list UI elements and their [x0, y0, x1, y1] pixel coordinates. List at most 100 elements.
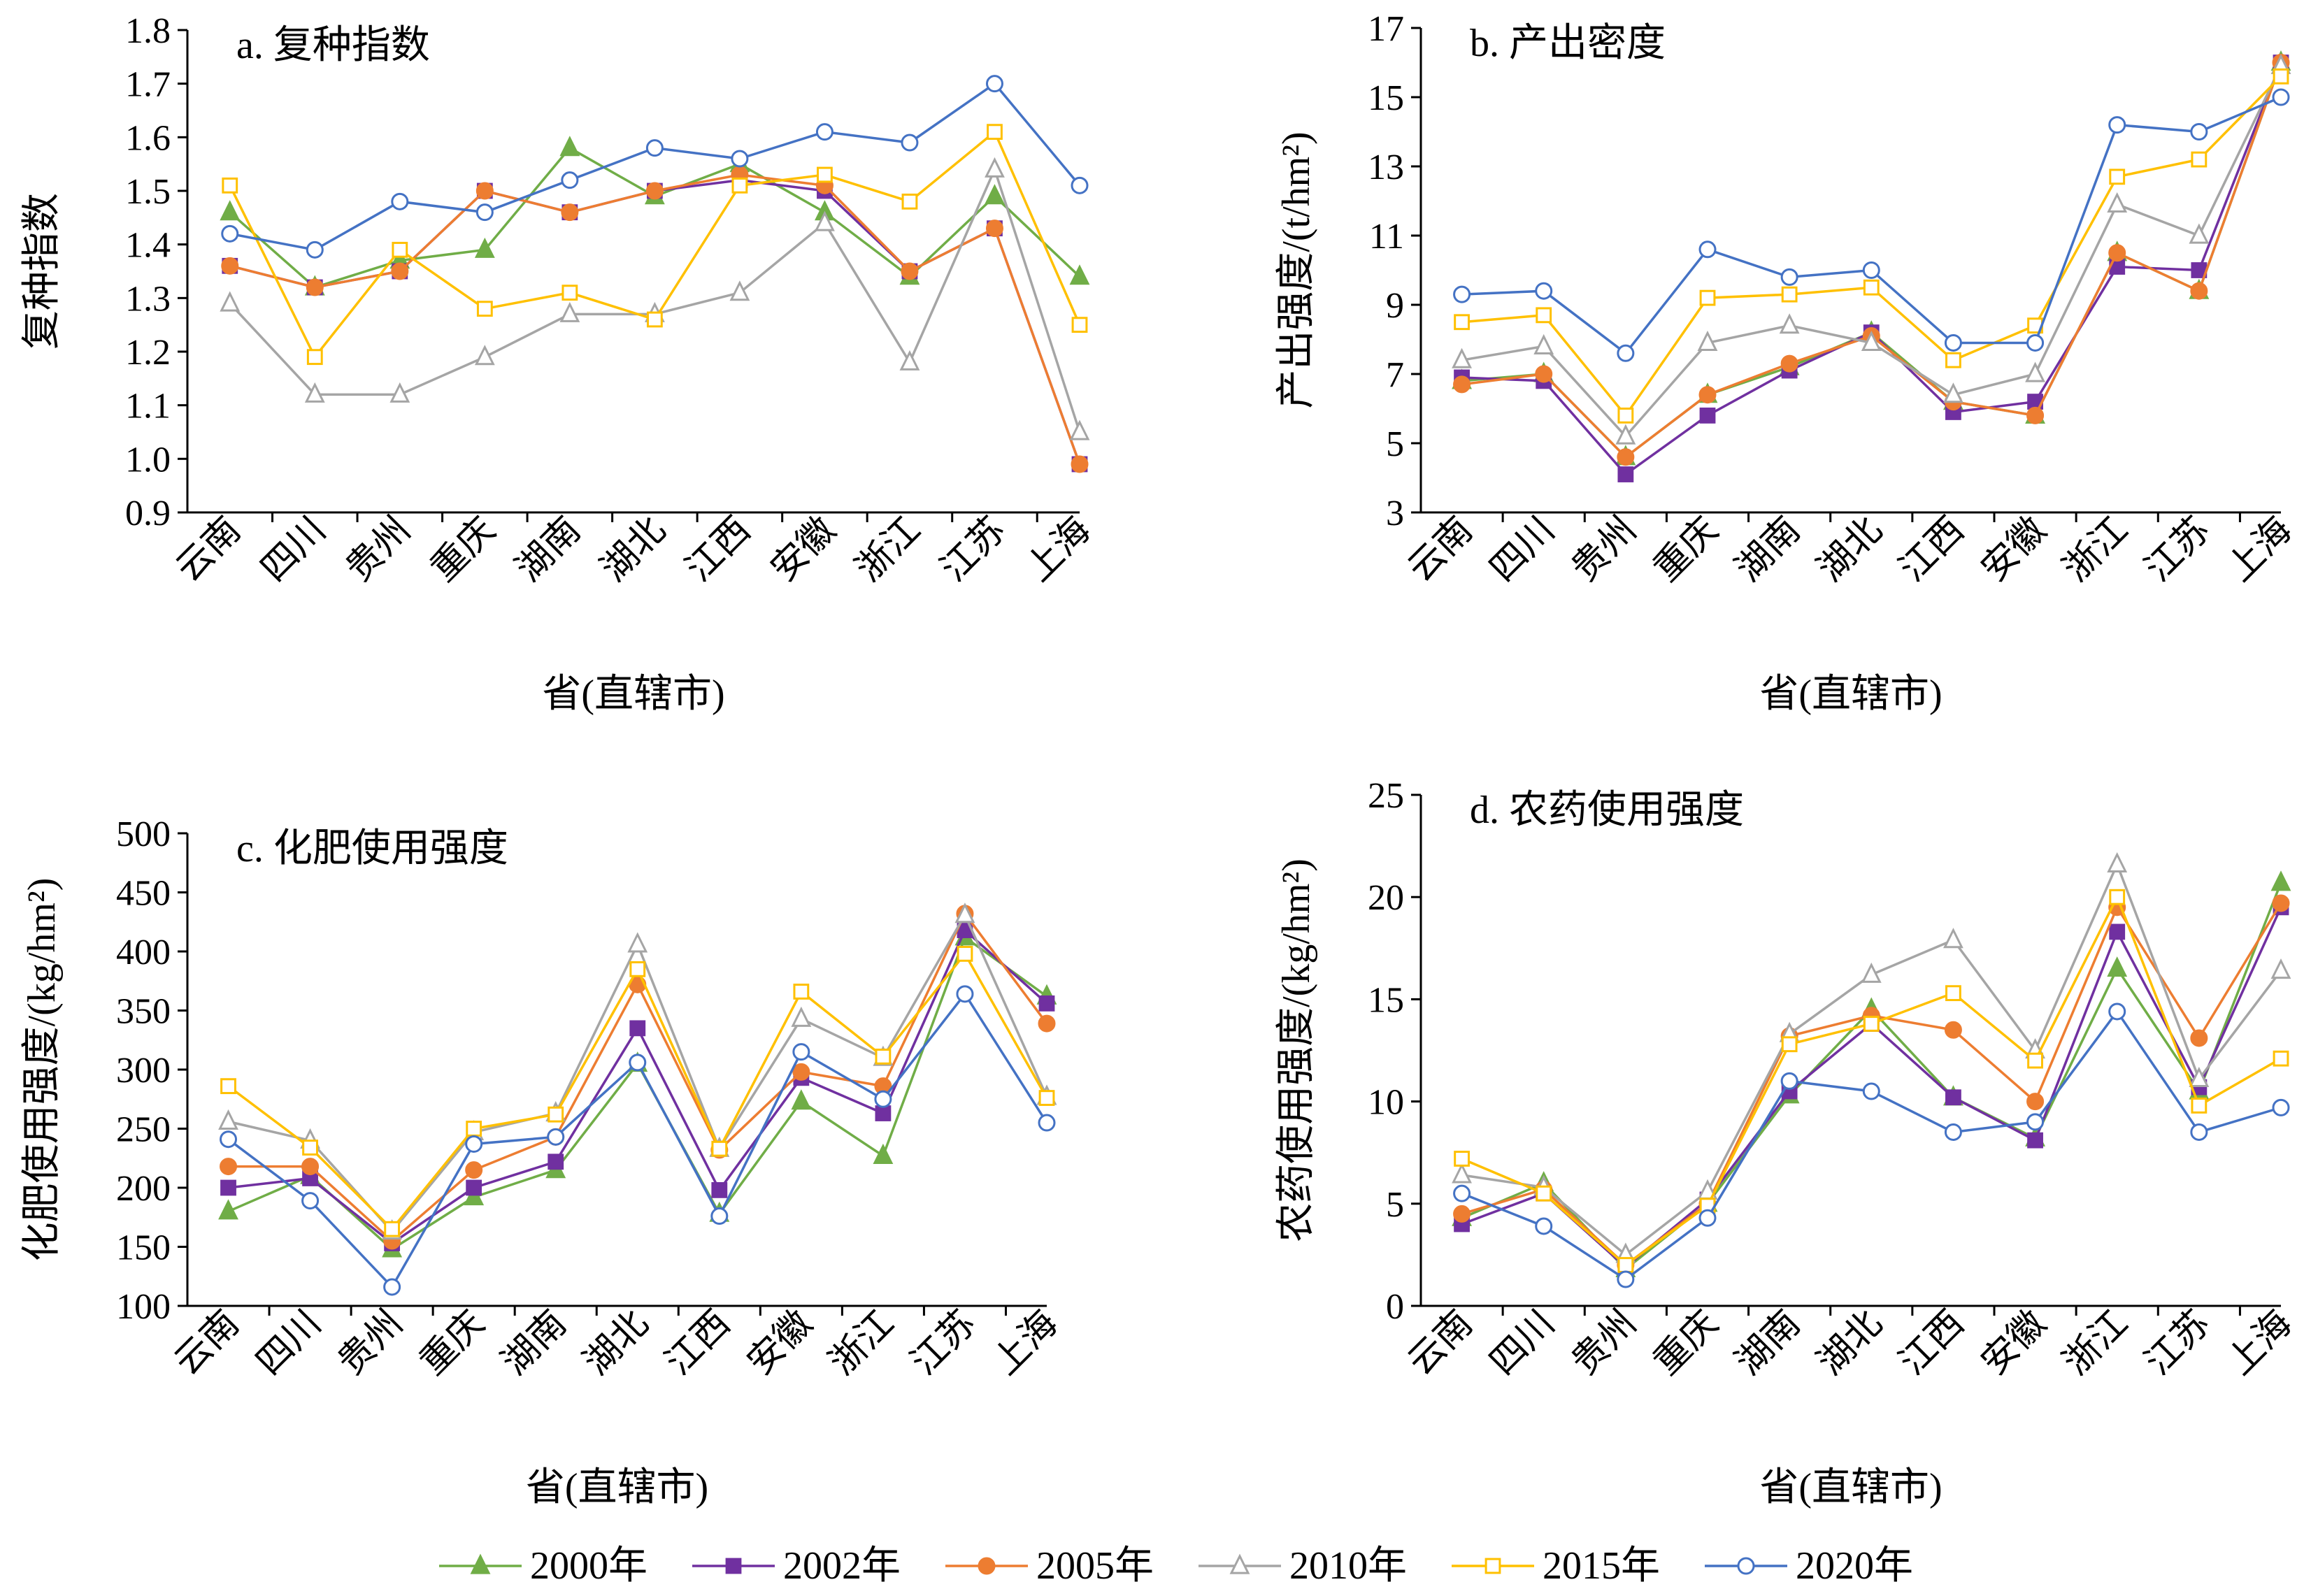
data-point — [301, 1158, 320, 1176]
x-tick-label: 湖北 — [594, 510, 673, 589]
data-point — [1698, 1209, 1717, 1227]
x-tick-label: 江西 — [1892, 510, 1972, 589]
data-point — [304, 382, 325, 403]
data-point — [1617, 466, 1634, 482]
y-tick-label: 13 — [1368, 148, 1404, 187]
data-point — [1535, 282, 1553, 300]
data-point — [220, 1130, 238, 1149]
data-point — [629, 1020, 646, 1037]
series-2020年 — [221, 75, 1089, 259]
data-point — [1863, 1016, 1880, 1032]
series-2020年 — [1453, 1002, 2290, 1288]
x-axis-label: 省(直辖市) — [542, 673, 724, 716]
legend-label: 2002年 — [783, 1544, 901, 1588]
data-point — [301, 1192, 320, 1210]
series-2015年 — [1454, 889, 2289, 1273]
data-point — [1944, 1021, 1962, 1039]
data-point — [1862, 1082, 1880, 1100]
series-2015年 — [1454, 68, 2289, 424]
data-point — [466, 1179, 482, 1196]
y-tick-label: 1.8 — [125, 11, 171, 51]
data-point — [1945, 352, 1961, 368]
data-point — [1780, 354, 1798, 373]
data-point — [2108, 116, 2126, 134]
series-line — [229, 166, 1081, 433]
x-tick-label: 四川 — [249, 1303, 329, 1383]
data-point — [1780, 268, 1798, 286]
y-axis-label: 产出强度/(t/hm²) — [1275, 131, 1318, 408]
y-tick-label: 1.3 — [125, 279, 171, 319]
legend-item: 2005年 — [945, 1544, 1154, 1588]
legend: 2000年 2002年 2005年 2010年 2015年 2020年 — [439, 1544, 1913, 1588]
data-point — [646, 311, 663, 328]
data-point — [306, 349, 323, 366]
y-tick-label: 3 — [1386, 494, 1404, 533]
data-point — [2191, 1098, 2208, 1114]
data-point — [1617, 448, 1635, 466]
x-tick-label: 安徽 — [740, 1303, 820, 1383]
data-point — [1781, 286, 1798, 303]
x-tick-label: 云南 — [169, 510, 248, 589]
x-tick-label: 四川 — [1482, 510, 1562, 589]
data-point — [2026, 406, 2045, 424]
data-point — [559, 301, 580, 322]
panel-title: c. 化肥使用强度 — [236, 827, 508, 870]
x-tick-label: 贵州 — [1564, 510, 1644, 589]
data-point — [2025, 361, 2045, 382]
data-point — [1069, 419, 1090, 440]
panel-b-output-density: 3 5 7 9 11 13 15 17 云南 四川 贵州 重庆 湖南 湖北 江西 安徽 浙江 江苏 上海 b. 产出密… — [1275, 9, 2299, 716]
data-point — [306, 240, 324, 259]
data-point — [221, 224, 239, 243]
x-tick-label: 湖南 — [508, 510, 588, 589]
legend-item: 2015年 — [1452, 1544, 1660, 1588]
data-point — [1536, 307, 1552, 324]
x-tick-label: 上海 — [2220, 510, 2300, 589]
data-point — [2026, 333, 2045, 352]
x-tick-label: 贵州 — [1564, 1303, 1644, 1383]
x-tick-label: 四川 — [254, 510, 334, 589]
legend-label: 2020年 — [1796, 1544, 1913, 1588]
series-2005年 — [1453, 54, 2290, 466]
series-2020年 — [1453, 88, 2290, 362]
data-point — [627, 932, 648, 953]
data-point — [1069, 264, 1090, 285]
data-point — [792, 1043, 810, 1061]
data-point — [474, 237, 495, 258]
data-point — [389, 382, 410, 403]
data-point — [474, 345, 495, 366]
x-tick-label: 江苏 — [2138, 1303, 2217, 1383]
series-2010年 — [1452, 53, 2291, 445]
y-tick-label: 25 — [1368, 776, 1404, 816]
data-point — [1615, 424, 1636, 445]
data-point — [956, 985, 974, 1003]
x-tick-label: 安徽 — [764, 510, 843, 589]
x-tick-label: 湖南 — [494, 1303, 574, 1383]
legend-item: 2002年 — [692, 1544, 901, 1588]
data-point — [1861, 962, 1882, 983]
data-point — [1453, 285, 1471, 303]
data-point — [1453, 375, 1471, 394]
data-point — [475, 182, 494, 200]
data-point — [2109, 168, 2126, 185]
data-point — [306, 278, 324, 296]
legend-marker — [1737, 1557, 1755, 1575]
data-point — [2108, 244, 2126, 262]
data-point — [476, 301, 493, 317]
data-point — [875, 1049, 892, 1065]
data-point — [901, 193, 918, 210]
data-point — [1038, 995, 1055, 1012]
y-tick-label: 300 — [116, 1051, 171, 1091]
data-point — [711, 1181, 728, 1198]
x-tick-label: 重庆 — [1647, 1303, 1726, 1383]
y-tick-label: 7 — [1386, 355, 1404, 395]
data-point — [547, 1128, 565, 1146]
data-point — [711, 1140, 728, 1157]
data-point — [1453, 1184, 1471, 1202]
x-tick-label: 湖南 — [1729, 510, 1808, 589]
data-point — [2273, 68, 2289, 85]
data-point — [731, 177, 748, 194]
data-point — [220, 291, 241, 312]
x-tick-label: 安徽 — [1974, 510, 2054, 589]
panel-title: d. 农药使用强度 — [1470, 789, 1744, 832]
y-tick-label: 200 — [116, 1169, 171, 1209]
